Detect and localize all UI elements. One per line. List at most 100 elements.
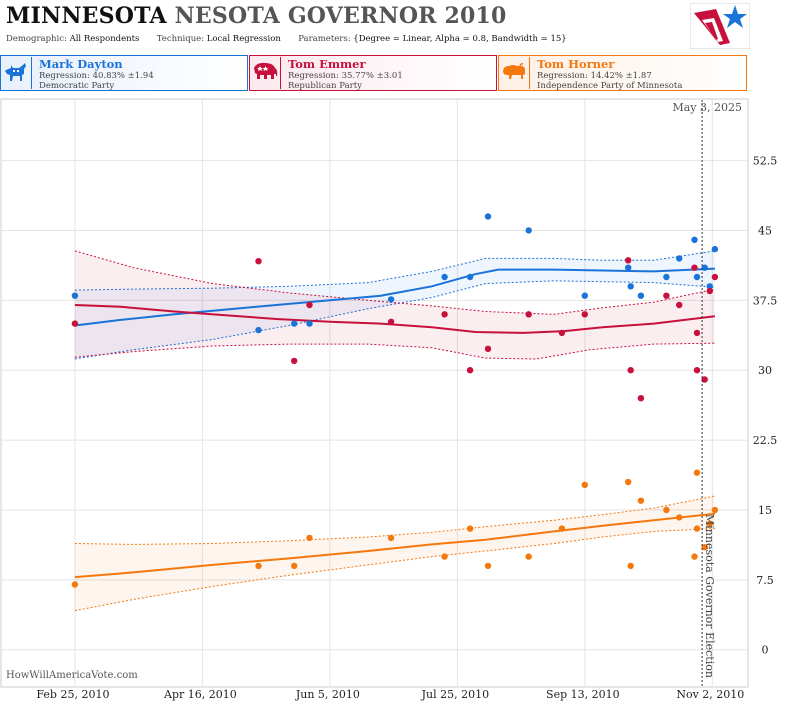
- poll-point[interactable]: [387, 534, 395, 542]
- poll-point[interactable]: [637, 395, 645, 402]
- poll-point[interactable]: [693, 367, 701, 374]
- poll-point[interactable]: [525, 311, 532, 318]
- poll-point[interactable]: [711, 273, 719, 281]
- poll-point[interactable]: [525, 227, 532, 234]
- title-part-state: MINNESOTA: [6, 3, 167, 29]
- poll-point[interactable]: [255, 562, 262, 570]
- x-tick-label: Sep 13, 2010: [546, 688, 620, 701]
- poll-point[interactable]: [711, 506, 719, 514]
- candidate-legend: Mark Dayton Regression: 40.83% ±1.94 Dem…: [0, 55, 789, 93]
- candidate-card-emmer[interactable]: Tom Emmer Regression: 35.77% ±3.01 Repub…: [249, 55, 497, 91]
- poll-point[interactable]: [627, 283, 634, 290]
- candidate-name: Tom Horner: [537, 57, 615, 71]
- poll-point[interactable]: [581, 311, 588, 318]
- poll-point[interactable]: [71, 292, 79, 299]
- poll-point[interactable]: [706, 520, 713, 528]
- candidate-regression: Regression: 35.77% ±3.01: [288, 71, 403, 81]
- poll-point[interactable]: [676, 514, 683, 521]
- poll-point[interactable]: [706, 283, 713, 290]
- poll-point[interactable]: [693, 469, 701, 476]
- poll-point[interactable]: [387, 296, 395, 303]
- poll-point[interactable]: [291, 357, 298, 365]
- poll-point[interactable]: [627, 562, 634, 570]
- poll-point[interactable]: [711, 245, 719, 253]
- poll-point[interactable]: [484, 562, 492, 570]
- poll-point[interactable]: [691, 553, 698, 560]
- y-tick-label: 7.5: [756, 574, 774, 587]
- poll-point[interactable]: [663, 273, 670, 281]
- trend-line: [74, 267, 715, 327]
- poll-point[interactable]: [306, 534, 313, 542]
- poll-point[interactable]: [625, 264, 632, 271]
- donkey-icon: [5, 63, 26, 81]
- candidate-name: Tom Emmer: [288, 57, 366, 71]
- trend-line: [74, 512, 716, 579]
- y-tick-label: 30: [758, 364, 772, 377]
- poll-point[interactable]: [441, 311, 448, 318]
- confidence-band: [74, 250, 715, 359]
- poll-point[interactable]: [581, 481, 588, 488]
- poll-point[interactable]: [676, 301, 683, 309]
- poll-point[interactable]: [466, 367, 474, 374]
- poll-point[interactable]: [693, 273, 701, 281]
- poll-point[interactable]: [441, 273, 448, 281]
- x-tick-label: Jun 5, 2010: [295, 688, 360, 701]
- poll-point[interactable]: [706, 287, 713, 295]
- poll-point[interactable]: [627, 367, 634, 374]
- poll-point[interactable]: [637, 497, 645, 504]
- poll-point[interactable]: [691, 236, 698, 243]
- candidate-party: Independence Party of Minnesota: [537, 81, 683, 91]
- poll-point[interactable]: [581, 292, 588, 299]
- demographic-label: Demographic:: [6, 34, 67, 44]
- poll-point[interactable]: [71, 320, 79, 327]
- lower-bound-line: [74, 280, 715, 360]
- poll-point[interactable]: [255, 258, 262, 265]
- poll-point[interactable]: [701, 544, 708, 551]
- poll-point[interactable]: [676, 255, 683, 262]
- x-tick-label: Apr 16, 2010: [163, 688, 237, 701]
- poll-point[interactable]: [558, 525, 566, 532]
- technique-value: Local Regression: [206, 34, 281, 44]
- stars-and-stripes-logo-icon[interactable]: [690, 3, 750, 49]
- parameters-value: {Degree = Linear, Alpha = 0.8, Bandwidth…: [353, 34, 567, 44]
- poll-point[interactable]: [466, 525, 474, 532]
- poll-point[interactable]: [441, 553, 448, 560]
- poll-point[interactable]: [693, 329, 701, 337]
- poll-point[interactable]: [291, 320, 298, 327]
- poll-point[interactable]: [484, 345, 492, 352]
- x-tick-label: Nov 2, 2010: [676, 688, 744, 701]
- poll-point[interactable]: [693, 525, 701, 532]
- poll-point[interactable]: [637, 292, 645, 299]
- poll-point[interactable]: [306, 301, 313, 309]
- poll-point[interactable]: [663, 292, 670, 299]
- poll-point[interactable]: [691, 264, 698, 271]
- poll-point[interactable]: [701, 264, 708, 271]
- poll-point[interactable]: [558, 329, 566, 337]
- upper-bound-line: [74, 495, 715, 545]
- poll-point[interactable]: [663, 506, 670, 514]
- poll-point[interactable]: [466, 273, 474, 281]
- poll-point[interactable]: [625, 257, 632, 264]
- poll-point[interactable]: [387, 318, 395, 325]
- candidate-card-dayton[interactable]: Mark Dayton Regression: 40.83% ±1.94 Dem…: [0, 55, 248, 91]
- poll-point[interactable]: [71, 581, 79, 588]
- y-tick-label: 37.5: [753, 294, 778, 307]
- confidence-band: [74, 496, 715, 611]
- y-tick-label: 15: [758, 504, 772, 517]
- poll-points: [71, 213, 719, 588]
- page-title: MINNESOTA NESOTA GOVERNOR 2010: [6, 3, 507, 29]
- poll-point[interactable]: [255, 326, 262, 334]
- poll-point[interactable]: [525, 553, 532, 560]
- poll-point[interactable]: [625, 478, 632, 486]
- poll-point[interactable]: [306, 320, 313, 327]
- candidate-card-horner[interactable]: Tom Horner Regression: 14.42% ±1.87 Inde…: [498, 55, 747, 91]
- poll-point[interactable]: [484, 213, 492, 220]
- chart-grid: [1, 100, 748, 687]
- poll-point[interactable]: [291, 562, 298, 570]
- trend-lines: [74, 267, 716, 579]
- site-watermark: HowWillAmericaVote.com: [6, 670, 138, 681]
- today-label: May 3, 2025: [672, 101, 742, 114]
- candidate-regression: Regression: 40.83% ±1.94: [39, 71, 154, 81]
- poll-point[interactable]: [701, 376, 708, 383]
- election-label: Minnesota Governor Election: [703, 514, 716, 678]
